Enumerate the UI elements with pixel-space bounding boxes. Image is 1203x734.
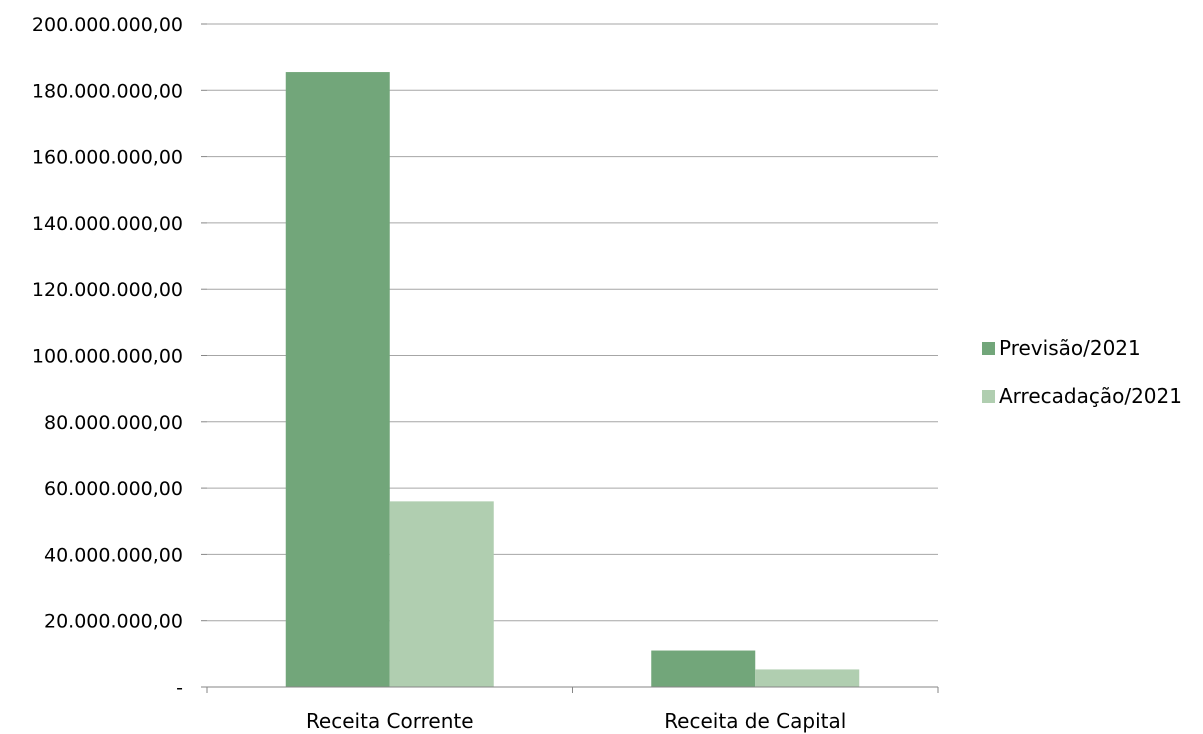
bar (755, 669, 860, 687)
y-tick-label: 80.000.000,00 (44, 412, 183, 434)
bars (285, 72, 860, 687)
bar (651, 650, 756, 687)
bar (389, 501, 494, 687)
y-tick-label: 100.000.000,00 (32, 346, 183, 368)
y-tick-label: - (176, 677, 183, 699)
legend-label: Arrecadação/2021 (999, 384, 1182, 408)
y-tick-label: 20.000.000,00 (44, 611, 183, 633)
y-tick-label: 180.000.000,00 (32, 80, 183, 102)
y-tick-label: 40.000.000,00 (44, 544, 183, 566)
legend-swatch (982, 390, 995, 403)
legend-swatch (982, 342, 995, 355)
legend-label: Previsão/2021 (999, 336, 1141, 360)
y-tick-label: 200.000.000,00 (32, 14, 183, 36)
y-tick-label: 140.000.000,00 (32, 213, 183, 235)
x-axis (201, 23, 939, 693)
bar (285, 72, 390, 687)
x-tick-label: Receita de Capital (664, 709, 846, 733)
y-tick-label: 120.000.000,00 (32, 279, 183, 301)
x-tick-label: Receita Corrente (306, 709, 474, 733)
x-axis-tick-labels: Receita Corrente Receita de Capital (306, 709, 846, 733)
y-axis-tick-labels: - 20.000.000,00 40.000.000,00 60.000.000,00… (32, 14, 183, 699)
y-tick-label: 160.000.000,00 (32, 147, 183, 169)
y-tick-label: 60.000.000,00 (44, 478, 183, 500)
legend: Previsão/2021 Arrecadação/2021 (982, 336, 1182, 408)
